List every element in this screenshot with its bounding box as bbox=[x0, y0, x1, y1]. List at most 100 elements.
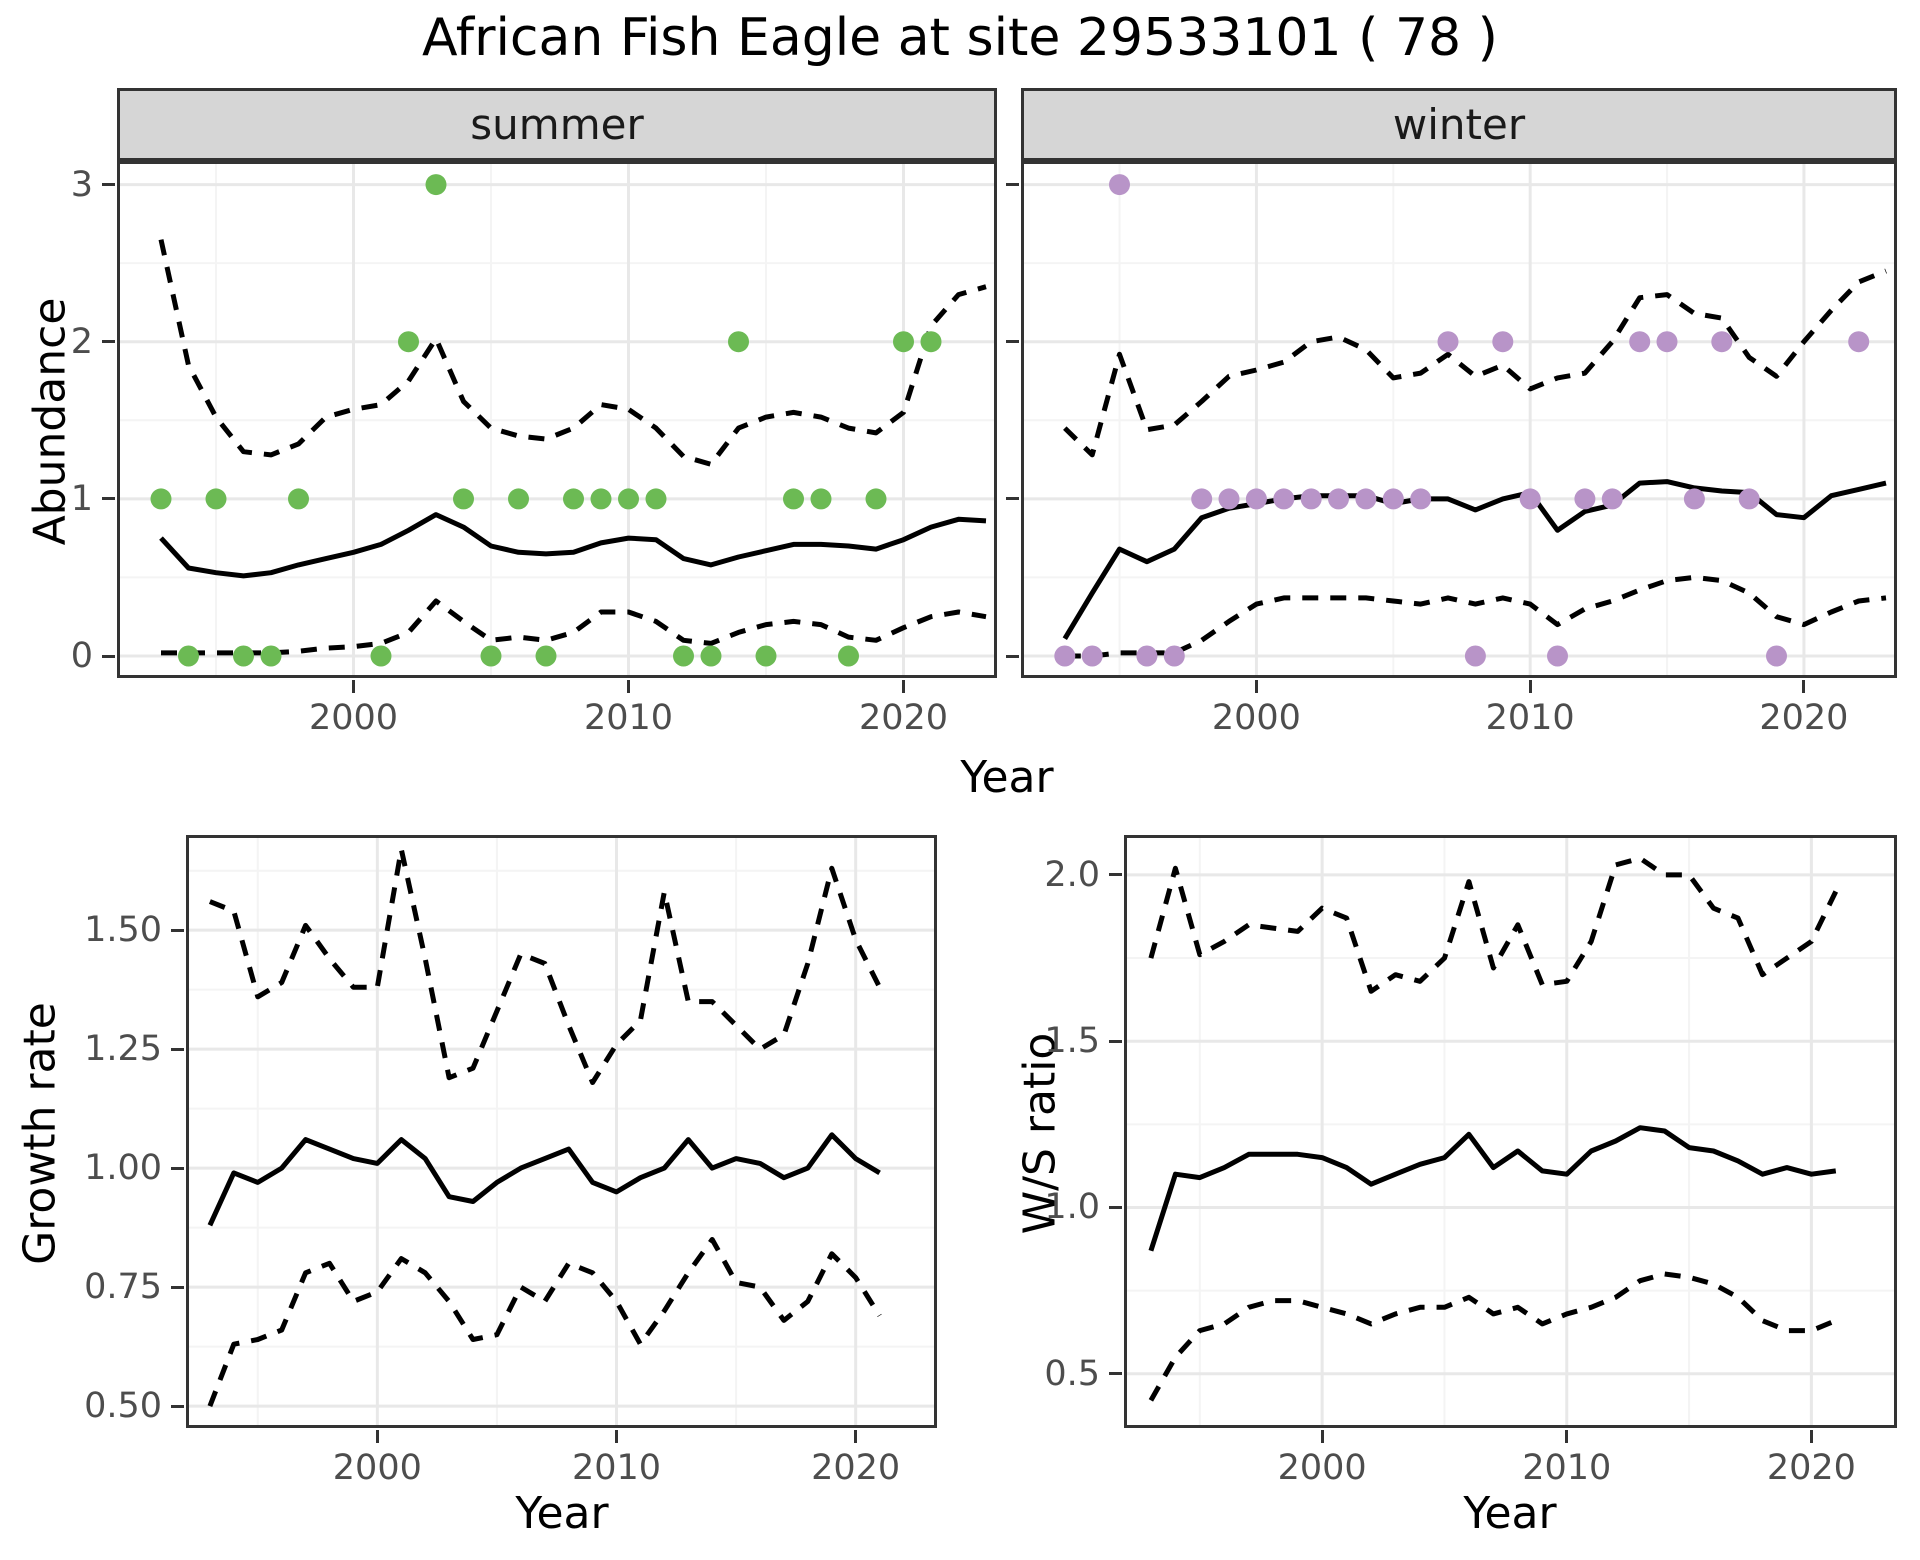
x-tick-label: 2000 bbox=[332, 1448, 422, 1488]
observation-point bbox=[1410, 488, 1432, 510]
observation-point bbox=[1711, 331, 1733, 353]
y-tick-mark bbox=[102, 654, 115, 658]
series-lower_CI bbox=[161, 598, 987, 656]
x-tick-mark bbox=[1320, 1430, 1324, 1443]
observation-point bbox=[453, 488, 474, 510]
x-tick-mark bbox=[615, 1430, 618, 1443]
y-tick-label: 0.75 bbox=[84, 1267, 162, 1308]
observation-point bbox=[1683, 488, 1705, 510]
y-tick-label: 3 bbox=[70, 164, 93, 205]
observation-point bbox=[260, 645, 282, 667]
x-tick-label: 2020 bbox=[1766, 1448, 1856, 1488]
observation-point bbox=[1519, 488, 1541, 510]
y-tick-mark bbox=[1109, 1039, 1122, 1043]
y-tick-label: 1.00 bbox=[84, 1148, 162, 1189]
series-lower_CI bbox=[1148, 1271, 1837, 1402]
y-tick-label: 0.50 bbox=[84, 1386, 162, 1427]
x-tick-label: 2000 bbox=[1211, 698, 1301, 738]
observation-point bbox=[1766, 645, 1787, 667]
x-tick-mark bbox=[1254, 680, 1258, 693]
observation-point bbox=[590, 488, 612, 510]
panel-growth-rate bbox=[186, 835, 937, 1428]
series-upper_CI bbox=[158, 239, 987, 467]
observation-point bbox=[810, 488, 832, 510]
observation-point bbox=[645, 488, 667, 510]
observation-point bbox=[1109, 174, 1130, 196]
series-upper_CI bbox=[1063, 268, 1887, 458]
series-mean bbox=[159, 512, 987, 579]
abundance-winter-chart bbox=[1021, 161, 1897, 678]
y-tick-label: 2 bbox=[70, 321, 93, 362]
y-tick-label: 1.25 bbox=[84, 1029, 162, 1070]
observation-point bbox=[1355, 488, 1377, 510]
facet-strip-summer: summer bbox=[117, 88, 997, 161]
facet-strip-summer-label: summer bbox=[470, 100, 644, 149]
observation-point bbox=[178, 645, 199, 667]
observation-point bbox=[1191, 488, 1213, 510]
observation-point bbox=[1300, 488, 1322, 510]
y-tick-label: 0.5 bbox=[1044, 1353, 1100, 1394]
x-tick-label: 2020 bbox=[858, 698, 949, 738]
series-mean bbox=[1148, 1125, 1837, 1252]
observation-point bbox=[920, 331, 942, 353]
facet-strip-winter: winter bbox=[1021, 88, 1897, 161]
observation-point bbox=[1054, 645, 1076, 667]
y-axis-title-ws: W/S ratio bbox=[1014, 1032, 1066, 1235]
y-tick-mark bbox=[171, 1166, 184, 1170]
x-tick-mark bbox=[352, 680, 355, 693]
observation-point bbox=[700, 645, 722, 667]
observation-point bbox=[205, 488, 227, 510]
x-tick-label: 2020 bbox=[811, 1448, 901, 1488]
x-tick-label: 2010 bbox=[583, 698, 674, 738]
observation-point bbox=[673, 645, 694, 667]
observation-point bbox=[865, 488, 887, 510]
observation-point bbox=[563, 488, 584, 510]
observation-point bbox=[783, 488, 804, 510]
x-tick-label: 2010 bbox=[1522, 1448, 1612, 1488]
y-tick-mark bbox=[171, 1047, 184, 1051]
observation-point bbox=[1328, 488, 1349, 510]
observation-point bbox=[1136, 645, 1158, 667]
y-tick-label: 1.0 bbox=[1044, 1187, 1100, 1228]
observation-point bbox=[1848, 331, 1870, 353]
observation-point bbox=[535, 645, 557, 667]
y-tick-mark bbox=[102, 340, 115, 344]
observation-point bbox=[1464, 645, 1486, 667]
series-upper_CI bbox=[208, 846, 882, 1085]
ws-ratio-chart bbox=[1124, 835, 1897, 1428]
x-tick-label: 2010 bbox=[1485, 698, 1575, 738]
y-tick-mark bbox=[102, 183, 115, 187]
plot-title: African Fish Eagle at site 29533101 ( 78… bbox=[422, 8, 1498, 68]
x-tick-label: 2020 bbox=[1759, 698, 1849, 738]
series-lower_CI bbox=[207, 1237, 882, 1408]
observation-point bbox=[1163, 645, 1185, 667]
y-tick-mark bbox=[1006, 497, 1019, 501]
y-tick-mark bbox=[1109, 1372, 1122, 1376]
y-tick-label: 2.0 bbox=[1044, 854, 1100, 895]
x-tick-mark bbox=[627, 680, 630, 693]
x-axis-title-year-growth: Year bbox=[515, 1488, 609, 1539]
y-tick-mark bbox=[1006, 654, 1019, 658]
series-mean bbox=[207, 1132, 881, 1227]
observation-point bbox=[1738, 488, 1760, 510]
y-tick-mark bbox=[1109, 873, 1122, 877]
observation-point bbox=[233, 645, 254, 667]
abundance-summer-chart bbox=[117, 161, 997, 678]
observation-point bbox=[398, 331, 419, 353]
observation-point bbox=[1382, 488, 1404, 510]
y-tick-mark bbox=[171, 928, 184, 932]
y-axis-title-growth: Growth rate bbox=[14, 1002, 66, 1265]
observation-point bbox=[1245, 488, 1267, 510]
observation-point bbox=[893, 331, 914, 353]
series-mean bbox=[1062, 479, 1887, 640]
y-tick-mark bbox=[102, 497, 115, 501]
observation-point bbox=[1656, 331, 1678, 353]
y-tick-mark bbox=[1006, 183, 1019, 187]
x-tick-mark bbox=[854, 1430, 858, 1443]
x-axis-title-year-top: Year bbox=[960, 752, 1054, 803]
series-lower_CI bbox=[1064, 574, 1887, 659]
observation-point bbox=[150, 488, 172, 510]
x-tick-mark bbox=[1802, 680, 1806, 693]
x-tick-mark bbox=[375, 1430, 379, 1443]
